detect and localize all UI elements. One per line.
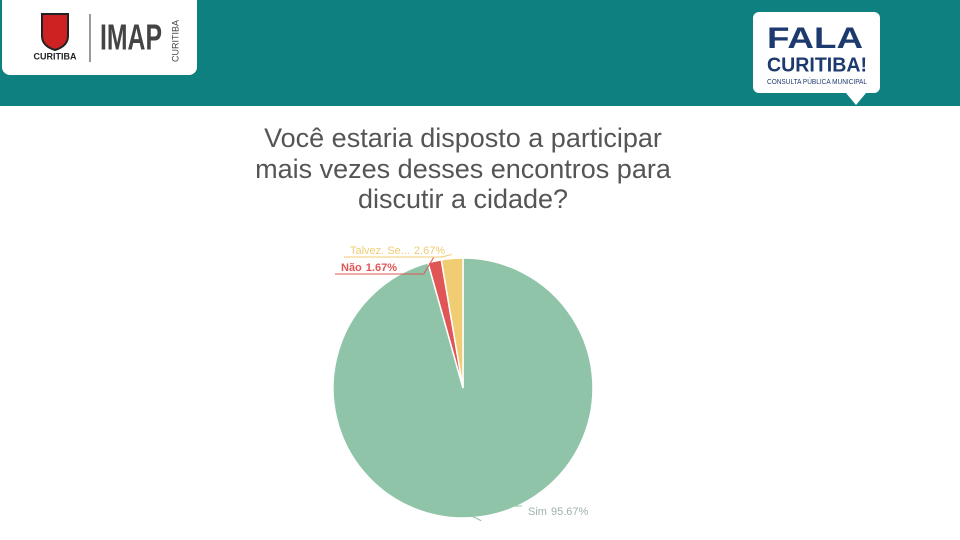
- label-value: 95.67%: [551, 506, 589, 518]
- label-value: 1.67%: [366, 262, 397, 274]
- fala-logo-sub: CONSULTA PÚBLICA MUNICIPAL: [767, 77, 867, 86]
- chart-title: mais vezes desses encontros para: [255, 154, 672, 184]
- leader-line: [344, 253, 452, 258]
- leader-line: [335, 256, 435, 275]
- leader-line: [450, 505, 522, 522]
- label-category: Sim: [528, 506, 547, 518]
- imap-logo: IMAP: [100, 17, 162, 58]
- data-label: Talvez. Se... 2.67%: [350, 245, 445, 257]
- chart-title: discutir a cidade?: [358, 184, 568, 214]
- chart-title: Você estaria disposto a participar: [264, 123, 662, 153]
- data-label: Não 1.67%: [341, 262, 397, 274]
- pie-slice: [440, 257, 464, 389]
- data-label: Sim 95.67%: [528, 506, 588, 518]
- city-logo-text: CURITIBA: [34, 51, 77, 61]
- label-category: Talvez. Se...: [350, 245, 410, 257]
- fala-logo: FALA: [767, 22, 863, 55]
- imap-sub: CURITIBA: [170, 20, 180, 62]
- speech-pointer: [846, 93, 866, 105]
- label-value: 2.67%: [414, 245, 445, 257]
- right-logo-box: [753, 12, 880, 93]
- label-category: Não: [341, 262, 362, 274]
- coat-of-arms: [41, 13, 69, 52]
- fala-logo-city: CURITIBA!: [767, 54, 867, 76]
